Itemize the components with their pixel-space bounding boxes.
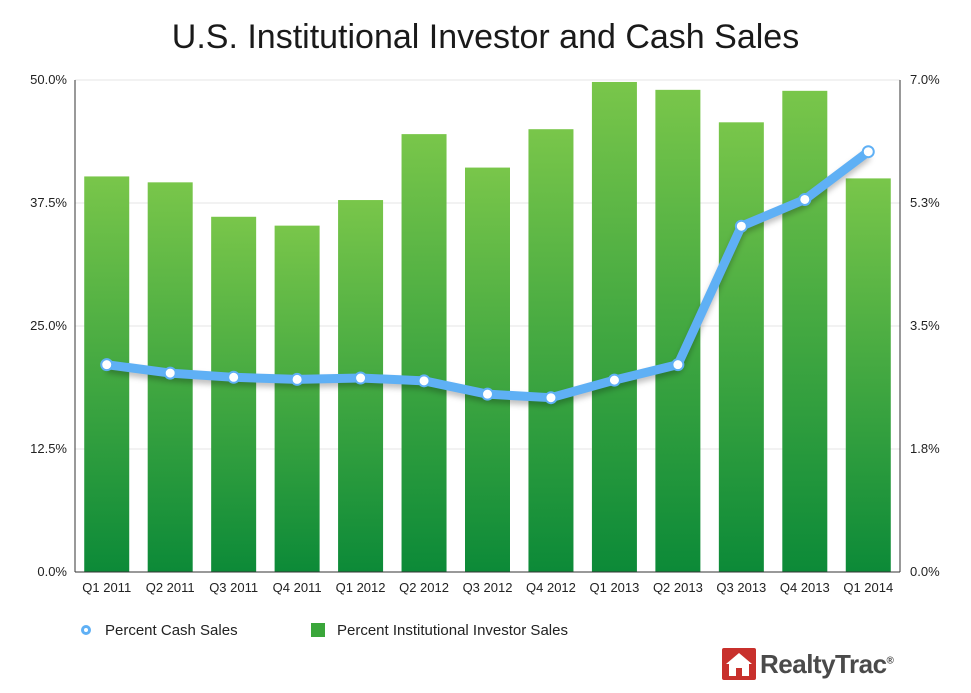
line-point [163, 366, 177, 380]
line-point [100, 358, 114, 372]
legend-item-cash-sales: Percent Cash Sales [81, 619, 238, 641]
line-point [227, 370, 241, 384]
bar [591, 81, 637, 572]
legend-line-marker [81, 625, 91, 635]
line-point [417, 374, 431, 388]
x-tick-label: Q2 2013 [653, 580, 703, 595]
y-right-tick-label: 0.0% [910, 564, 940, 579]
bar [528, 129, 574, 572]
y-left-tick-label: 37.5% [30, 195, 67, 210]
y-right-tick-label: 3.5% [910, 318, 940, 333]
y-right-tick-label: 7.0% [910, 72, 940, 87]
x-tick-label: Q1 2013 [589, 580, 639, 595]
bar [465, 167, 510, 573]
bar [401, 134, 447, 572]
legend-item-investor-sales: Percent Institutional Investor Sales [311, 619, 568, 641]
bar [274, 225, 320, 572]
x-tick-label: Q4 2011 [273, 580, 322, 595]
x-tick-label: Q3 2012 [463, 580, 513, 595]
x-tick-label: Q2 2011 [146, 580, 195, 595]
x-tick-label: Q3 2013 [716, 580, 766, 595]
line-point [734, 219, 748, 233]
bar [845, 178, 891, 572]
x-tick-label: Q4 2012 [526, 580, 576, 595]
y-right-tick-label: 1.8% [910, 441, 940, 456]
x-tick-label: Q1 2014 [843, 580, 893, 595]
legend-label-investor-sales: Percent Institutional Investor Sales [337, 621, 568, 639]
bar [718, 122, 764, 572]
line-point [671, 358, 685, 372]
x-tick-label: Q1 2011 [82, 580, 131, 595]
x-tick-label: Q4 2013 [780, 580, 830, 595]
x-tick-label: Q3 2011 [209, 580, 258, 595]
logo-text: RealtyTrac® [760, 648, 894, 679]
y-left-tick-label: 0.0% [37, 564, 67, 579]
y-left-tick-label: 25.0% [30, 318, 67, 333]
line-point [861, 145, 875, 159]
line-point [481, 387, 494, 401]
line-point [354, 371, 368, 385]
house-logo-icon [722, 648, 756, 680]
line-point [544, 391, 558, 405]
y-right-tick-label: 5.3% [910, 195, 940, 210]
x-tick-label: Q1 2012 [336, 580, 386, 595]
line-point [607, 373, 621, 387]
bar [782, 90, 828, 572]
line-point [290, 372, 304, 386]
legend-label-cash-sales: Percent Cash Sales [105, 621, 238, 639]
chart-title: U.S. Institutional Investor and Cash Sal… [171, 18, 800, 56]
x-tick-label: Q2 2012 [399, 580, 449, 595]
legend-bar-marker [311, 623, 325, 637]
line-point [798, 192, 812, 206]
y-left-tick-label: 12.5% [30, 441, 67, 456]
y-left-tick-label: 50.0% [30, 72, 67, 87]
realtytrac-logo: RealtyTrac® [722, 648, 894, 680]
bar [211, 216, 257, 572]
